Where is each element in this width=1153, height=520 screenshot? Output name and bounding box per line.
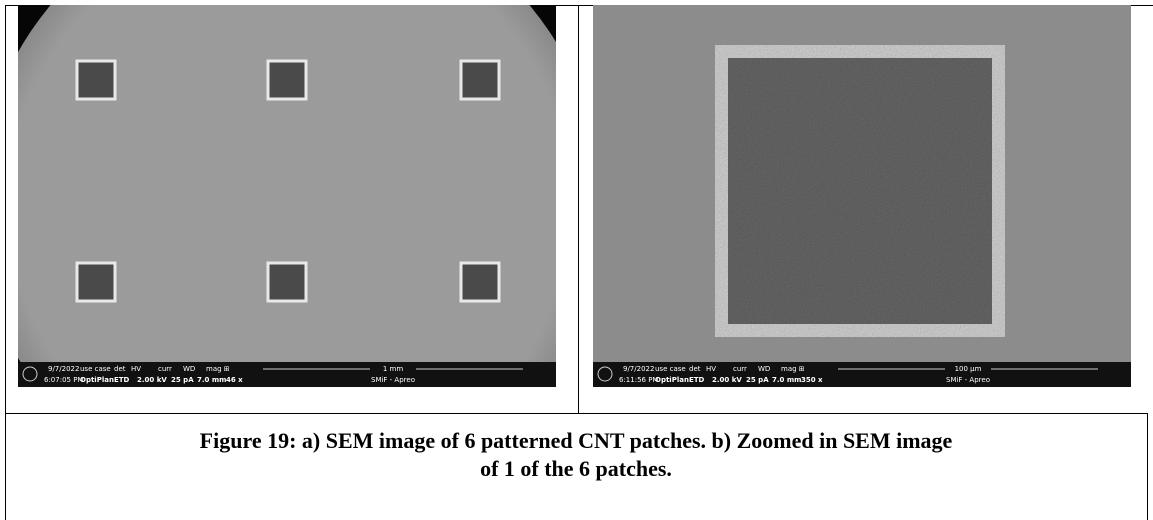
info-label: curr — [158, 365, 172, 373]
info-date: 9/7/2022 — [623, 365, 654, 373]
caption-line: Figure 19: a) SEM image of 6 patterned C… — [5, 428, 1147, 454]
border-right — [1147, 413, 1148, 520]
scale-label: 100 µm — [955, 365, 982, 373]
info-label: mag ⊞ — [206, 365, 230, 373]
info-label: det — [114, 365, 126, 373]
info-value: 7.0 mm — [197, 376, 226, 384]
info-value: 2.00 kV — [137, 376, 167, 384]
info-time: 6:07:05 PM — [44, 376, 83, 384]
info-value: 25 pA — [746, 376, 769, 384]
info-label: HV — [131, 365, 141, 373]
info-value: ETD — [689, 376, 705, 384]
scale-label: 1 mm — [383, 365, 403, 373]
info-value: OptiPlan — [655, 376, 689, 384]
border-middle — [578, 5, 579, 413]
info-label: HV — [706, 365, 716, 373]
info-time: 6:11:56 PM — [619, 376, 658, 384]
info-value: 350 x — [801, 376, 823, 384]
info-label: WD — [183, 365, 195, 373]
info-value: OptiPlan — [80, 376, 114, 384]
info-value: 25 pA — [171, 376, 194, 384]
caption-line: of 1 of the 6 patches. — [5, 456, 1147, 482]
page: 9/7/20226:07:05 PMuse casedetHVcurrWDmag… — [0, 0, 1153, 520]
info-value: 7.0 mm — [772, 376, 801, 384]
info-label: det — [689, 365, 701, 373]
instrument: SMiF - Apreo — [371, 376, 415, 384]
info-value: ETD — [114, 376, 130, 384]
info-label: use case — [80, 365, 111, 373]
info-value: 2.00 kV — [712, 376, 742, 384]
info-label: curr — [733, 365, 747, 373]
info-date: 9/7/2022 — [48, 365, 79, 373]
info-label: use case — [655, 365, 686, 373]
info-label: mag ⊞ — [781, 365, 805, 373]
border-row — [5, 413, 1148, 414]
instrument: SMiF - Apreo — [946, 376, 990, 384]
info-value: 46 x — [226, 376, 243, 384]
info-label: WD — [758, 365, 770, 373]
